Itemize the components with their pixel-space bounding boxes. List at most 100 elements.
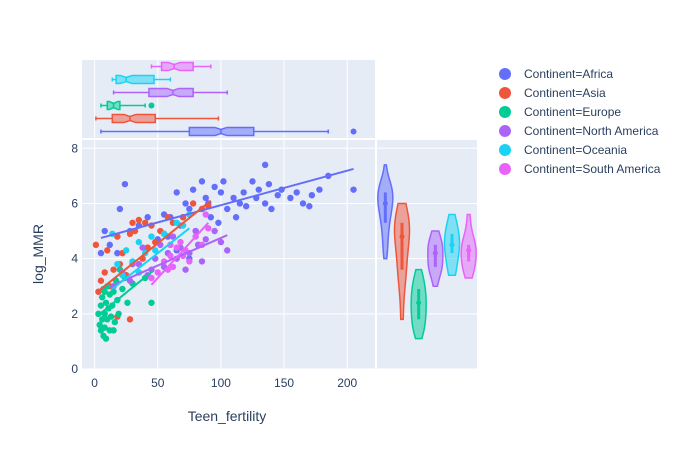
data-point (293, 189, 300, 196)
data-point (97, 277, 105, 284)
data-point (97, 249, 105, 257)
data-point (255, 186, 263, 193)
data-point (139, 244, 146, 251)
data-point (121, 180, 129, 188)
data-point (224, 205, 231, 213)
data-point (308, 191, 316, 199)
legend-label: Continent=North America (524, 124, 659, 138)
legend-label: Continent=South America (524, 162, 661, 176)
box-body (160, 61, 194, 72)
data-point (232, 214, 240, 221)
box-body (111, 113, 156, 124)
data-point (116, 205, 124, 213)
data-point (173, 189, 180, 196)
legend-label: Continent=Oceania (524, 143, 627, 157)
data-point (182, 266, 189, 273)
x-tick-label: 150 (274, 376, 294, 390)
legend-marker (499, 68, 511, 80)
x-tick-labels: 0 50 100 150 200 (91, 376, 357, 390)
data-point (102, 335, 110, 342)
data-point (287, 194, 294, 202)
trend-line (100, 168, 354, 239)
legend-label: Continent=Africa (524, 67, 613, 81)
data-point (240, 189, 247, 196)
violin-median (466, 247, 472, 253)
data-point (265, 180, 273, 188)
data-point (148, 299, 155, 306)
data-point (126, 316, 134, 323)
legend-marker (499, 87, 511, 99)
data-point (167, 252, 174, 260)
data-point (101, 324, 108, 331)
data-point (274, 191, 281, 199)
data-point (123, 247, 130, 254)
data-point (154, 269, 161, 276)
violin-median (449, 242, 455, 248)
data-point (211, 183, 218, 191)
data-point (135, 216, 143, 224)
data-point (144, 214, 151, 221)
data-point (101, 269, 108, 276)
violin-median (382, 200, 388, 206)
data-point (182, 200, 189, 207)
x-tick-label: 100 (211, 376, 231, 390)
data-point (135, 238, 143, 246)
data-point (198, 178, 206, 185)
box-body (115, 74, 155, 85)
box-body (148, 87, 194, 98)
data-point (126, 230, 134, 238)
violin-median (399, 234, 405, 240)
data-point (169, 263, 177, 271)
data-point (99, 316, 106, 323)
data-point (173, 219, 180, 226)
violin-median (416, 300, 422, 306)
data-point (189, 200, 197, 207)
data-point (115, 310, 122, 318)
data-point (198, 258, 206, 265)
grid (82, 60, 477, 370)
data-point (299, 200, 307, 207)
data-point (148, 233, 155, 240)
trend-line (97, 270, 154, 316)
data-point (96, 321, 103, 329)
data-point (114, 233, 121, 240)
data-point (97, 302, 105, 309)
box-outlier (350, 128, 357, 135)
marginal-x-box-plots (95, 61, 357, 137)
trend-lines (95, 168, 354, 316)
data-point (202, 194, 209, 202)
data-point (129, 219, 136, 226)
data-point (110, 327, 117, 334)
legend-marker (499, 163, 511, 175)
data-point (152, 247, 159, 254)
data-point (104, 247, 111, 254)
y-tick-label: 8 (71, 141, 78, 155)
data-point (99, 294, 106, 301)
data-point (111, 318, 119, 326)
y-tick-label: 2 (71, 307, 78, 321)
data-point (101, 288, 108, 295)
data-point (202, 211, 209, 218)
data-point (186, 205, 193, 213)
y-axis-title: log_MMR (30, 224, 46, 284)
data-point (124, 299, 131, 306)
x-tick-label: 50 (151, 376, 165, 390)
data-point (207, 214, 215, 221)
data-point (186, 258, 193, 265)
violin-median (432, 250, 438, 256)
data-point (236, 200, 244, 207)
data-point (102, 299, 110, 306)
data-point (95, 310, 102, 318)
x-tick-label: 0 (91, 376, 98, 390)
data-point (205, 225, 212, 232)
data-point (141, 219, 149, 226)
trend-line (150, 222, 210, 286)
data-point (148, 274, 155, 282)
data-point (261, 161, 269, 169)
data-point (173, 244, 180, 251)
data-point (249, 178, 256, 185)
y-tick-label: 4 (71, 252, 78, 266)
y-tick-label: 6 (71, 196, 78, 210)
marginal-y-violins (377, 164, 477, 340)
